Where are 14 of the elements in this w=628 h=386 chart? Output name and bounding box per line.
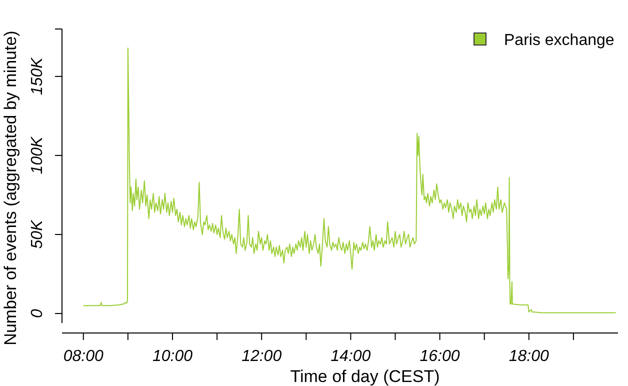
y-tick-label: 150K — [29, 56, 46, 96]
x-tick-label: 16:00 — [420, 348, 460, 365]
line-series — [82, 47, 616, 314]
x-axis-title: Time of day (CEST) — [290, 367, 440, 386]
x-tick-label: 14:00 — [330, 348, 371, 365]
y-tick-label: 50K — [29, 218, 46, 249]
y-tick-label: 100K — [29, 135, 46, 174]
x-tick-label: 10:00 — [152, 348, 193, 365]
x-tick-label: 12:00 — [242, 348, 282, 365]
y-tick-label: 0 — [29, 308, 46, 318]
legend-label: Paris exchange — [504, 32, 614, 49]
x-tick-label: 08:00 — [63, 348, 104, 365]
x-tick-label: 18:00 — [508, 348, 550, 365]
y-axis-title: Number of events (aggregated by minute) — [1, 30, 20, 346]
